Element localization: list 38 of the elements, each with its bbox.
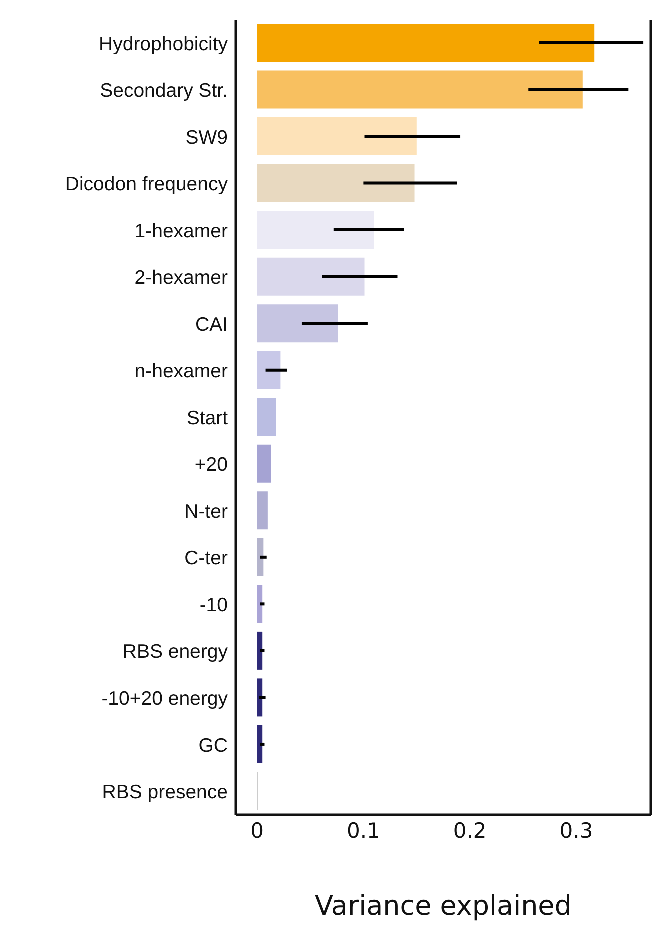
y-tick-label: RBS presence [102, 782, 228, 804]
bar [257, 164, 415, 202]
y-tick-label: N-ter [184, 500, 228, 523]
y-tick-label: GC [198, 734, 228, 757]
x-axis-title: Variance explained [315, 891, 572, 922]
bar [257, 585, 263, 624]
y-tick-label: CAI [195, 314, 228, 336]
bar [257, 118, 417, 156]
x-tick-label: 0.2 [453, 818, 487, 843]
bar [257, 211, 374, 250]
bar [257, 632, 263, 670]
y-tick-label: Start [186, 407, 229, 430]
bar [257, 258, 365, 296]
bar [257, 351, 281, 390]
y-tick-label: C-ter [184, 548, 228, 570]
bar [257, 492, 268, 530]
x-tick-label: 0.1 [346, 818, 380, 843]
bar [257, 444, 272, 483]
y-tick-label: n-hexamer [134, 360, 228, 383]
y-tick-label: RBS energy [122, 641, 228, 664]
bar [257, 678, 263, 717]
y-tick-label: 2-hexamer [134, 267, 228, 290]
bar [257, 24, 595, 62]
y-tick-label: 1-hexamer [134, 220, 228, 242]
x-tick-label: 0.3 [560, 818, 594, 843]
y-tick-label: Dicodon frequency [65, 174, 228, 196]
bar [257, 304, 338, 343]
y-tick-label: Hydrophobicity [99, 33, 228, 56]
y-tick-label: -10+20 energy [102, 688, 228, 710]
x-tick-label: 0 [250, 818, 264, 843]
bar [257, 398, 276, 436]
bar [257, 70, 583, 109]
y-tick-label: +20 [194, 454, 228, 476]
y-tick-label: SW9 [186, 126, 228, 149]
y-tick-label: -10 [200, 594, 228, 616]
y-tick-label: Secondary Str. [100, 80, 228, 102]
bar [257, 538, 264, 576]
bar [257, 725, 263, 764]
